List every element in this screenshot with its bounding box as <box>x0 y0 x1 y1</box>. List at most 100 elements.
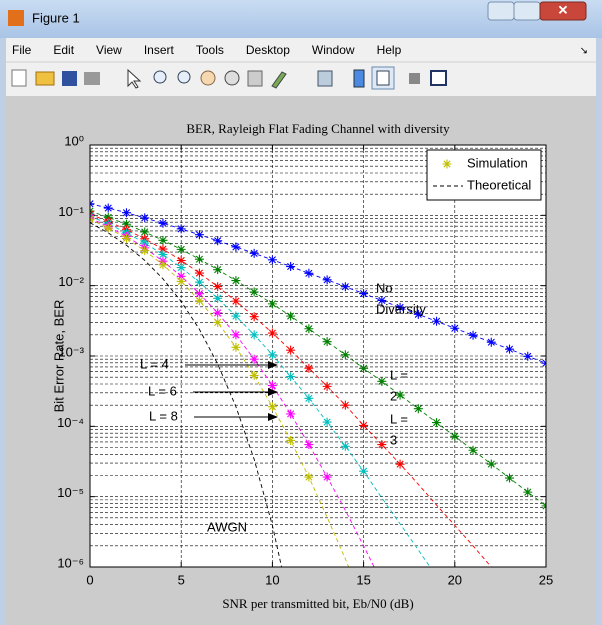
simulation-marker <box>267 402 277 412</box>
app-icon <box>8 10 24 26</box>
legend-box <box>426 149 542 201</box>
menu-item[interactable]: Window <box>312 43 355 57</box>
simulation-marker <box>194 277 204 287</box>
simulation-marker <box>322 381 332 391</box>
simulation-marker <box>523 487 533 497</box>
simulation-marker <box>304 324 314 334</box>
y-axis-label: Bit Error Rate, BER <box>51 300 66 413</box>
simulation-marker <box>176 224 186 234</box>
annotation: L = 6 <box>148 383 177 398</box>
simulation-marker <box>176 276 186 286</box>
tool-icon[interactable] <box>317 70 333 87</box>
simulation-marker <box>359 466 369 476</box>
window-title: Figure 1 <box>32 10 80 25</box>
simulation-marker <box>213 265 223 275</box>
tool-icon[interactable] <box>247 70 263 87</box>
simulation-marker <box>377 440 387 450</box>
tool-icon[interactable] <box>409 73 420 84</box>
maximize-button[interactable] <box>513 1 541 21</box>
annotation: 2 <box>390 388 397 403</box>
simulation-marker <box>523 351 533 361</box>
simulation-marker <box>340 350 350 360</box>
y-tick-label: 10⁰ <box>64 133 84 148</box>
tool-icon[interactable] <box>353 69 365 88</box>
simulation-marker <box>249 248 259 258</box>
menu-item[interactable]: Help <box>377 43 402 57</box>
simulation-marker <box>194 230 204 240</box>
simulation-marker <box>267 255 277 265</box>
x-axis-label: SNR per transmitted bit, Eb/N0 (dB) <box>222 596 413 611</box>
minimize-button[interactable] <box>487 1 515 21</box>
menu-item[interactable]: Desktop <box>246 43 290 57</box>
simulation-marker <box>231 311 241 321</box>
simulation-marker <box>158 235 168 245</box>
tool-icon[interactable] <box>11 69 27 87</box>
simulation-marker <box>359 363 369 373</box>
simulation-marker <box>395 390 405 400</box>
annotation: AWGN <box>207 519 247 534</box>
simulation-marker <box>322 472 332 482</box>
simulation-marker <box>304 440 314 450</box>
tool-icon[interactable] <box>35 71 55 86</box>
theory-line <box>90 218 350 567</box>
axes-box <box>89 144 547 568</box>
simulation-marker <box>304 268 314 278</box>
simulation-marker <box>140 238 150 248</box>
simulation-marker <box>176 271 186 281</box>
menu-bar: File Edit View Insert Tools Desktop Window Help… <box>12 43 588 57</box>
tool-icon[interactable] <box>271 71 287 89</box>
simulation-marker <box>231 342 241 352</box>
simulation-marker <box>322 275 332 285</box>
tool-icon[interactable] <box>62 71 77 86</box>
tool-icon[interactable] <box>153 70 167 84</box>
simulation-marker <box>432 418 442 428</box>
simulation-marker <box>468 330 478 340</box>
menu-item[interactable]: File <box>12 43 32 57</box>
menu-item[interactable]: Edit <box>53 43 74 57</box>
simulation-marker <box>121 219 131 229</box>
x-tick-label: 25 <box>539 572 553 587</box>
close-button[interactable] <box>539 1 587 21</box>
tool-icon[interactable] <box>200 70 216 86</box>
menu-arrow: ↘ <box>580 46 588 57</box>
tool-icon[interactable] <box>177 70 191 84</box>
simulation-marker <box>194 254 204 264</box>
simulation-marker <box>176 255 186 265</box>
simulation-marker <box>286 345 296 355</box>
menu-item[interactable]: View <box>96 43 122 57</box>
simulation-marker <box>486 459 496 469</box>
simulation-marker <box>505 344 515 354</box>
simulation-marker <box>231 276 241 286</box>
simulation-marker <box>249 287 259 297</box>
y-tick-label: 10⁻² <box>58 274 84 289</box>
tool-icon[interactable] <box>127 68 142 89</box>
simulation-marker <box>213 293 223 303</box>
simulation-marker <box>121 208 131 218</box>
simulation-marker <box>340 441 350 451</box>
simulation-marker <box>140 227 150 237</box>
simulation-marker <box>286 311 296 321</box>
tool-icon[interactable] <box>224 70 240 86</box>
annotation: L = <box>390 411 408 426</box>
x-tick-label: 5 <box>178 572 185 587</box>
simulation-marker <box>395 459 405 469</box>
menu-item[interactable]: Tools <box>196 43 224 57</box>
simulation-marker <box>158 218 168 228</box>
simulation-marker <box>140 246 150 256</box>
simulation-marker <box>286 435 296 445</box>
simulation-marker <box>194 296 204 306</box>
simulation-marker <box>377 376 387 386</box>
simulation-marker <box>231 330 241 340</box>
menu-item[interactable]: Insert <box>144 43 175 57</box>
y-tick-label: 10⁻⁴ <box>57 415 84 430</box>
simulation-marker <box>304 472 314 482</box>
tool-icon[interactable] <box>84 72 100 85</box>
simulation-marker <box>286 372 296 382</box>
simulation-marker <box>158 260 168 270</box>
tool-icon[interactable] <box>430 70 447 86</box>
annotation: Diversity <box>376 301 426 316</box>
tool-icon[interactable] <box>376 70 390 86</box>
simulation-marker <box>432 316 442 326</box>
simulation-marker <box>267 299 277 309</box>
